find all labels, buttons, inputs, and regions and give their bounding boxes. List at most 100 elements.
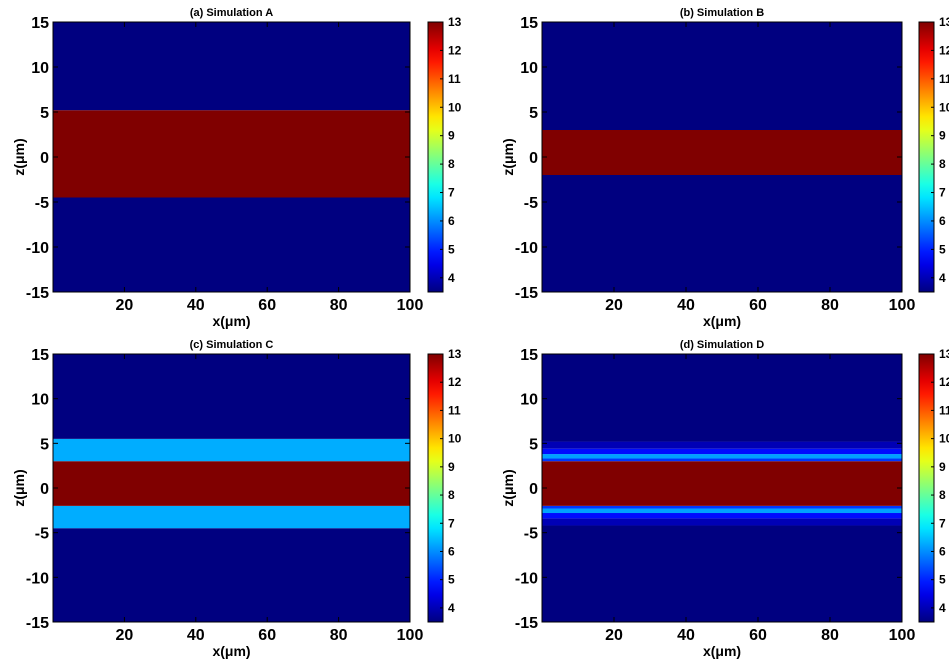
x-tick-label: 60 (258, 297, 276, 314)
heatmap-layer (542, 525, 902, 622)
x-tick-label: 80 (330, 627, 348, 644)
heatmap-layer (542, 461, 902, 506)
x-tick-label: 100 (889, 297, 916, 314)
y-axis-title: z(μm) (11, 469, 27, 506)
x-axis-title: x(μm) (703, 643, 741, 659)
colorbar-tick-label: 9 (939, 129, 946, 143)
chart-panel-d: 15 10 5 0 -5 -10 -15 20 40 60 80 100 (d) Simulation … (500, 339, 949, 659)
chart-title: (b) Simulation B (680, 7, 764, 19)
heatmap-layer (53, 528, 410, 622)
colorbar-tick-label: 4 (448, 601, 455, 615)
colorbar (427, 353, 444, 623)
x-tick-label: 40 (677, 627, 695, 644)
x-tick-label: 40 (677, 297, 695, 314)
chart-panel-b: 15 10 5 0 -5 -10 -15 20 40 60 80 100 (b) Simulation … (500, 7, 949, 329)
colorbar-tick-label: 4 (939, 601, 946, 615)
x-tick-label: 80 (821, 297, 839, 314)
y-tick-label: -10 (26, 240, 49, 257)
heatmap-layer (53, 461, 410, 506)
y-tick-label: -5 (35, 526, 49, 543)
chart-panel-a: 15 10 5 0 -5 -10 -15 20 40 60 80 100 (a) Simulation … (11, 7, 462, 329)
colorbar-tick-label: 7 (448, 186, 455, 200)
colorbar-tick-label: 12 (448, 375, 462, 389)
x-tick-label: 20 (605, 297, 623, 314)
heatmap-layer (53, 354, 410, 439)
y-tick-label: 0 (529, 150, 538, 167)
chart-title: (d) Simulation D (680, 339, 764, 351)
heatmap-layer (542, 354, 902, 442)
x-tick-label: 80 (821, 627, 839, 644)
colorbar (427, 21, 444, 293)
colorbar-tick-label: 7 (939, 516, 946, 530)
colorbar (918, 353, 935, 623)
colorbar-tick-label: 9 (939, 460, 946, 474)
heatmap-layer (542, 441, 902, 449)
colorbar-tick-label: 8 (939, 157, 946, 171)
x-tick-label: 60 (749, 627, 767, 644)
heatmap-layer (542, 175, 902, 292)
y-tick-label: 15 (31, 15, 49, 32)
y-tick-label: -10 (515, 570, 538, 587)
chart-title: (c) Simulation C (190, 339, 274, 351)
y-axis-title: z(μm) (500, 138, 516, 175)
colorbar-tick-label: 13 (939, 347, 949, 361)
heatmap-layer (542, 454, 902, 459)
x-tick-label: 40 (187, 627, 205, 644)
colorbar-tick-label: 11 (448, 72, 461, 86)
colorbar-tick-label: 10 (448, 432, 462, 446)
heatmap-layer (542, 513, 902, 519)
colorbar-tick-label: 9 (448, 460, 455, 474)
x-tick-label: 100 (889, 627, 916, 644)
y-tick-label: -10 (515, 240, 538, 257)
heatmap-layer (53, 438, 410, 462)
x-tick-label: 80 (330, 297, 348, 314)
x-tick-label: 20 (605, 627, 623, 644)
colorbar-tick-label: 11 (939, 403, 949, 417)
colorbar-tick-label: 13 (448, 347, 462, 361)
y-tick-label: 0 (529, 481, 538, 498)
y-tick-label: -10 (26, 570, 49, 587)
colorbar-tick-label: 11 (448, 403, 461, 417)
y-tick-label: -15 (26, 615, 49, 632)
colorbar (918, 21, 935, 293)
colorbar-tick-label: 6 (448, 544, 455, 558)
y-tick-label: 10 (520, 60, 538, 77)
y-tick-label: 15 (31, 347, 49, 364)
colorbar-tick-label: 5 (939, 573, 946, 587)
y-tick-label: 5 (40, 105, 49, 122)
x-axis-title: x(μm) (212, 313, 250, 329)
colorbar-tick-label: 11 (939, 72, 949, 86)
heatmap-layer (542, 130, 902, 175)
x-tick-label: 20 (116, 627, 134, 644)
x-axis-title: x(μm) (212, 643, 250, 659)
x-tick-label: 20 (116, 297, 134, 314)
colorbar-tick-label: 10 (939, 100, 949, 114)
heatmap-layer (542, 518, 902, 526)
heatmap-layer (542, 22, 902, 130)
y-tick-label: -15 (26, 285, 49, 302)
y-tick-label: -15 (515, 615, 538, 632)
heatmap-layer (542, 458, 902, 462)
x-tick-label: 100 (397, 297, 424, 314)
colorbar-tick-label: 7 (939, 186, 946, 200)
heatmap-layer (542, 505, 902, 509)
y-tick-label: 15 (520, 15, 538, 32)
y-tick-label: -5 (35, 195, 49, 212)
y-tick-label: 10 (520, 392, 538, 409)
colorbar-tick-label: 8 (448, 488, 455, 502)
chart-title: (a) Simulation A (190, 7, 273, 19)
colorbar-tick-label: 8 (939, 488, 946, 502)
y-tick-label: 10 (31, 60, 49, 77)
y-tick-label: 5 (529, 105, 538, 122)
colorbar-tick-label: 6 (939, 544, 946, 558)
y-axis-title: z(μm) (11, 138, 27, 175)
colorbar-tick-label: 13 (939, 15, 949, 29)
colorbar-tick-label: 6 (448, 214, 455, 228)
heatmap-layer (542, 508, 902, 514)
colorbar-tick-label: 13 (448, 15, 462, 29)
x-tick-label: 60 (749, 297, 767, 314)
x-tick-label: 60 (258, 627, 276, 644)
chart-panel-c: 15 10 5 0 -5 -10 -15 20 40 60 80 100 (c) Simulation … (11, 339, 462, 659)
colorbar-tick-label: 9 (448, 129, 455, 143)
